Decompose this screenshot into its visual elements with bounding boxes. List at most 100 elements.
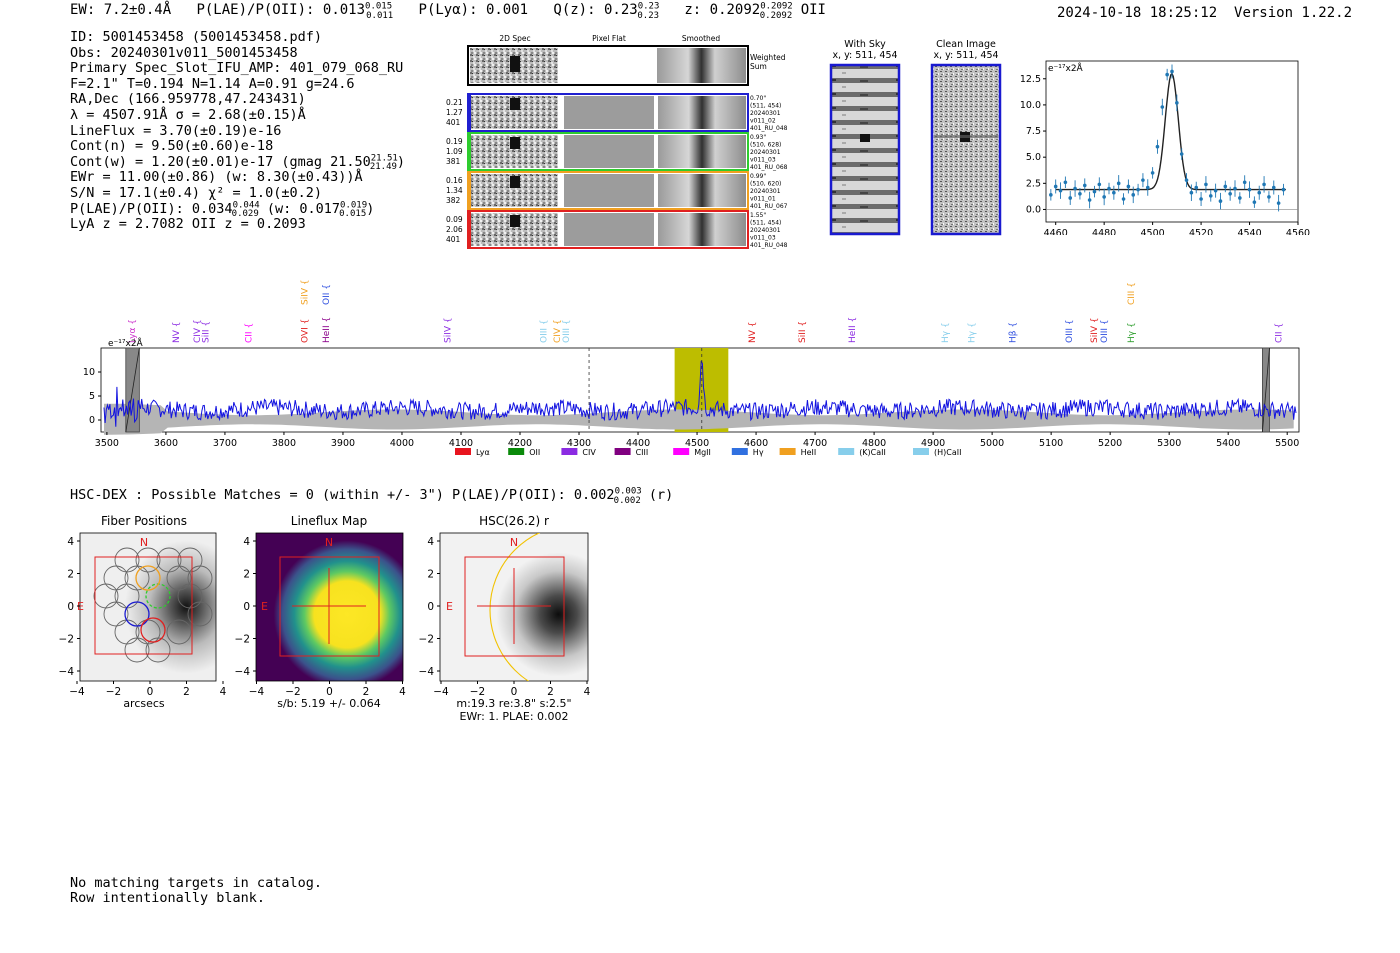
emission-line-label: CIII { — [1127, 282, 1137, 305]
cutout-row-source — [510, 176, 520, 188]
emission-line-label: CIV { — [553, 319, 563, 343]
cutout-row-left-stat: 1.09 — [446, 147, 463, 156]
cutout-row-left-stat: 0.21 — [446, 98, 463, 107]
legend-label: (K)CaII — [859, 448, 886, 457]
emission-line-label: SiIV { — [1090, 317, 1100, 343]
y-tick-label: 0 — [89, 415, 95, 426]
panel-y-tick-label: −2 — [419, 634, 434, 646]
cutout-row-pixelflat — [564, 174, 654, 207]
panel-y-tick-label: −4 — [235, 666, 251, 678]
data-point — [1107, 186, 1111, 191]
cutout-row-left-stat: 0.09 — [446, 215, 463, 224]
hsc-dex-text: HSC-DEX : Possible Matches = 0 (within +… — [70, 487, 615, 503]
panel-ticks: −4 −2 0 2 4 4 2 0 −2 −4 −4 −2 0 2 4 4 2 0 −2 −4 −4 −2 0 2 4 4 2 0 −2… — [59, 536, 591, 698]
x-tick-label: 5100 — [1039, 438, 1063, 449]
data-point — [1218, 199, 1223, 203]
cutout-row-smoothed — [658, 213, 746, 246]
masked-band-hatch — [1262, 347, 1270, 433]
x-tick-label: 5000 — [980, 438, 1004, 449]
data-point — [1058, 188, 1063, 193]
ew-rest: EWr = 11.00(±0.86) (w: 8.30(±0.43))Å — [70, 169, 363, 186]
lya-oii-z: LyA z = 2.7082 OII z = 0.2093 — [70, 216, 306, 233]
clean-image-coords: x, y: 511, 454 — [933, 50, 998, 61]
cutout-row-right-info: (511, 454) — [750, 220, 781, 227]
cutout-row-right-info: 20240301 — [750, 110, 781, 117]
panel-x-tick-label: 4 — [220, 686, 227, 698]
legend-swatch — [731, 448, 748, 455]
panel-x-tick-label: 2 — [183, 686, 190, 698]
hsc-xlabel-2: EWr: 1. PLAE: 0.002 — [459, 710, 568, 723]
data-point — [1247, 187, 1252, 192]
data-point — [1267, 195, 1271, 199]
emission-line-label: OVI { — [301, 319, 311, 343]
full-spectrum-chart: Lyα {NV {SiII {CIV {CII {SiIV {OVI {OII … — [83, 279, 1300, 457]
panel-y-tick-label: 4 — [243, 536, 250, 548]
emission-line-label: CIV { — [193, 319, 203, 343]
cutout-row-right-info: 20240301 — [750, 227, 781, 234]
cutout-row-right-info: (510, 620) — [750, 181, 781, 188]
cutout-row-right-info: (510, 628) — [750, 142, 781, 149]
cutout-row-left-stat: 401 — [446, 235, 461, 244]
data-point — [1208, 194, 1213, 198]
signal-noise: S/N = 17.1(±0.4) χ² = 1.0(±0.2) — [70, 184, 322, 201]
panel-x-tick-label: 4 — [584, 686, 591, 698]
plya-value: P(Lyα): 0.001 — [418, 2, 529, 18]
panel-x-tick-label: 4 — [399, 686, 406, 698]
x-tick-label: 4800 — [862, 438, 886, 449]
data-point — [1281, 187, 1286, 192]
panel-y-tick-label: 4 — [427, 536, 434, 548]
emission-line-label: OIII { — [1065, 319, 1075, 343]
panel-x-tick-label: −2 — [285, 686, 300, 698]
hsc-north: N — [510, 536, 518, 549]
panel-y-tick-label: 2 — [427, 569, 434, 581]
data-point — [1063, 180, 1068, 185]
emission-line-label: OII { — [322, 284, 332, 305]
hsc-plae-upper: 0.003 — [614, 486, 642, 497]
timestamp: 2024-10-18 18:25:12 — [1057, 5, 1218, 21]
cutout-row-source — [510, 98, 520, 110]
data-point — [1102, 195, 1106, 199]
legend-swatch — [614, 448, 631, 455]
fiber-red — [140, 617, 166, 643]
emission-line-label: NV { — [748, 322, 758, 343]
cutout-row-left-stat: 0.19 — [446, 137, 463, 146]
image-panels: Fiber Positions N E Lineflux Map N E HSC… — [59, 514, 591, 723]
cutout-row-smoothed — [658, 135, 746, 168]
y-tick-label: 5.0 — [1026, 152, 1041, 163]
data-point — [1262, 182, 1266, 187]
x-tick-label: 4000 — [390, 438, 414, 449]
x-tick-label: 5500 — [1275, 438, 1299, 449]
gmag-lower: 21.49 — [369, 162, 397, 173]
data-point — [1175, 101, 1179, 105]
x-tick-label: 4300 — [567, 438, 591, 449]
detection-id: ID: 5001453458 (5001453458.pdf) — [70, 29, 322, 45]
lineflux-east: E — [261, 600, 268, 613]
data-point — [1155, 144, 1160, 149]
x-tick-label: 4480 — [1092, 228, 1116, 235]
gmag-upper: 21.51 — [370, 153, 398, 164]
legend-label: MgII — [694, 448, 711, 457]
data-point — [1271, 185, 1276, 190]
fiber-blue — [124, 601, 150, 627]
panel-y-tick-label: −4 — [59, 666, 75, 678]
weighted-sum-label-1: Weighted — [750, 53, 786, 62]
plae2-w-upper: 0.019 — [340, 200, 368, 211]
emission-line-label: OIII { — [540, 319, 550, 343]
cutout-row-pixelflat — [564, 96, 654, 129]
emission-line-label: CII { — [1274, 323, 1284, 343]
cutout-row-marker — [468, 211, 471, 248]
data-point — [1092, 189, 1097, 194]
plae2-lower: 0.029 — [231, 209, 259, 220]
data-point — [1049, 193, 1053, 197]
cutout-row-right-info: v011_03 — [750, 235, 776, 242]
data-point — [1160, 105, 1165, 109]
line-fit-plot: 4460 4480 4500 4520 4540 4560 0.0 2.5 5.0 7.5 10.0… — [1020, 64, 1310, 235]
panel-lineflux-title: Lineflux Map — [291, 514, 367, 528]
cutout-row-smoothed — [658, 96, 746, 129]
emission-line-label: SiIV { — [301, 279, 311, 305]
with-sky-source — [860, 134, 870, 142]
y-tick-label: 7.5 — [1026, 126, 1041, 137]
y-tick-label: 2.5 — [1026, 178, 1041, 189]
data-point — [1257, 190, 1262, 195]
data-point — [1136, 187, 1140, 192]
